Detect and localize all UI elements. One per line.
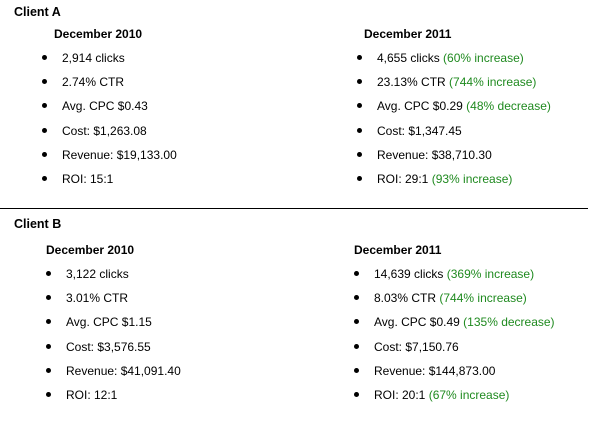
- metric-change: (744% increase): [439, 291, 527, 306]
- metric-text: 3.01% CTR: [66, 291, 129, 306]
- metric-text: Cost: $7,150.76: [374, 339, 459, 354]
- metric-text: 8.03% CTR: [374, 291, 437, 306]
- bullet-icon: [46, 367, 51, 373]
- client-a-2011-heading: December 2011: [364, 27, 452, 41]
- list-item: Revenue: $144,873.00: [354, 364, 555, 388]
- bullet-icon: [46, 391, 51, 397]
- bullet-icon: [42, 151, 47, 157]
- metric-text: Revenue: $41,091.40: [66, 363, 181, 378]
- bullet-icon: [354, 271, 359, 276]
- metric-text: Avg. CPC $0.29: [377, 99, 463, 114]
- metric-text: Avg. CPC $0.43: [62, 99, 148, 114]
- bullet-icon: [354, 319, 359, 325]
- client-a-2010-column: December 2010 2,914 clicks 2.74% CTR Avg. …: [42, 27, 177, 196]
- list-item: Cost: $7,150.76: [354, 340, 555, 364]
- metric-change: (744% increase): [449, 75, 537, 90]
- metric-text: 2,914 clicks: [62, 51, 125, 65]
- list-item: 23.13% CTR (744% increase): [357, 75, 551, 99]
- client-b-2010-heading: December 2010: [46, 243, 135, 257]
- section-divider: [0, 208, 588, 209]
- metric-text: Revenue: $144,873.00: [374, 363, 496, 378]
- bullet-icon: [42, 175, 47, 181]
- client-a-2010-heading: December 2010: [54, 27, 143, 41]
- metric-text: Revenue: $38,710.30: [377, 147, 492, 162]
- bullet-icon: [354, 295, 359, 301]
- client-b-2011-list: 14,639 clicks (369% increase) 8.03% CTR (…: [354, 267, 555, 412]
- metric-text: Cost: $3,576.55: [66, 339, 151, 354]
- bullet-icon: [46, 319, 51, 325]
- metric-text: 4,655 clicks: [377, 51, 440, 65]
- bullet-icon: [357, 103, 362, 109]
- list-item: Avg. CPC $0.29 (48% decrease): [357, 99, 551, 123]
- list-item: 3,122 clicks: [46, 267, 181, 291]
- metric-text: ROI: 15:1: [62, 171, 114, 186]
- list-item: 3.01% CTR: [46, 291, 181, 315]
- list-item: 8.03% CTR (744% increase): [354, 291, 555, 315]
- list-item: ROI: 29:1 (93% increase): [357, 172, 551, 196]
- list-item: Avg. CPC $0.49 (135% decrease): [354, 315, 555, 339]
- list-item: ROI: 15:1: [42, 172, 177, 196]
- bullet-icon: [46, 343, 51, 349]
- metric-text: ROI: 20:1: [374, 387, 426, 402]
- metric-change: (135% decrease): [463, 315, 555, 330]
- client-a-2011-column: December 2011 4,655 clicks (60% increase…: [357, 27, 551, 196]
- client-b-section: Client B December 2010 3,122 clicks 3.01%…: [0, 212, 603, 430]
- metric-text: Revenue: $19,133.00: [62, 147, 177, 162]
- client-a-title: Client A: [14, 5, 61, 19]
- metric-text: Cost: $1,347.45: [377, 123, 462, 138]
- bullet-icon: [42, 55, 47, 60]
- client-b-2011-heading: December 2011: [354, 243, 442, 257]
- list-item: 14,639 clicks (369% increase): [354, 267, 555, 291]
- client-b-2011-column: December 2011 14,639 clicks (369% increa…: [354, 243, 555, 412]
- bullet-icon: [42, 79, 47, 85]
- metric-text: 2.74% CTR: [62, 75, 125, 90]
- metric-change: (93% increase): [431, 171, 513, 186]
- metric-text: ROI: 29:1: [377, 171, 429, 186]
- metric-text: 3,122 clicks: [66, 267, 129, 281]
- metric-change: (369% increase): [446, 267, 535, 281]
- bullet-icon: [357, 175, 362, 181]
- client-b-title: Client B: [14, 217, 62, 231]
- metric-change: (48% decrease): [466, 99, 551, 114]
- client-b-2010-list: 3,122 clicks 3.01% CTR Avg. CPC $1.15 Cost:…: [46, 267, 181, 412]
- metric-text: Avg. CPC $1.15: [66, 315, 152, 330]
- list-item: Avg. CPC $0.43: [42, 99, 177, 123]
- bullet-icon: [354, 343, 359, 349]
- metric-text: ROI: 12:1: [66, 387, 118, 402]
- bullet-icon: [42, 103, 47, 109]
- metric-text: Avg. CPC $0.49: [374, 315, 460, 330]
- metric-change: (60% increase): [443, 51, 524, 65]
- list-item: Revenue: $38,710.30: [357, 148, 551, 172]
- client-a-2011-list: 4,655 clicks (60% increase) 23.13% CTR (7…: [357, 51, 551, 196]
- list-item: Revenue: $41,091.40: [46, 364, 181, 388]
- list-item: 2,914 clicks: [42, 51, 177, 75]
- bullet-icon: [357, 79, 362, 85]
- list-item: Cost: $1,263.08: [42, 124, 177, 148]
- bullet-icon: [46, 271, 51, 276]
- bullet-icon: [46, 295, 51, 301]
- list-item: Avg. CPC $1.15: [46, 315, 181, 339]
- metric-text: 14,639 clicks: [374, 267, 444, 281]
- client-a-2010-list: 2,914 clicks 2.74% CTR Avg. CPC $0.43 Cost:…: [42, 51, 177, 196]
- list-item: 4,655 clicks (60% increase): [357, 51, 551, 75]
- list-item: Cost: $1,347.45: [357, 124, 551, 148]
- bullet-icon: [357, 55, 362, 60]
- client-a-section: Client A December 2010 2,914 clicks 2.74%…: [0, 0, 603, 200]
- list-item: Revenue: $19,133.00: [42, 148, 177, 172]
- bullet-icon: [357, 127, 362, 133]
- bullet-icon: [354, 367, 359, 373]
- list-item: ROI: 12:1: [46, 388, 181, 412]
- bullet-icon: [357, 151, 362, 157]
- list-item: Cost: $3,576.55: [46, 340, 181, 364]
- list-item: ROI: 20:1 (67% increase): [354, 388, 555, 412]
- metric-text: 23.13% CTR: [377, 75, 446, 90]
- metric-change: (67% increase): [428, 387, 510, 402]
- bullet-icon: [42, 127, 47, 133]
- metric-text: Cost: $1,263.08: [62, 123, 147, 138]
- bullet-icon: [354, 391, 359, 397]
- list-item: 2.74% CTR: [42, 75, 177, 99]
- client-b-2010-column: December 2010 3,122 clicks 3.01% CTR Avg. …: [46, 243, 181, 412]
